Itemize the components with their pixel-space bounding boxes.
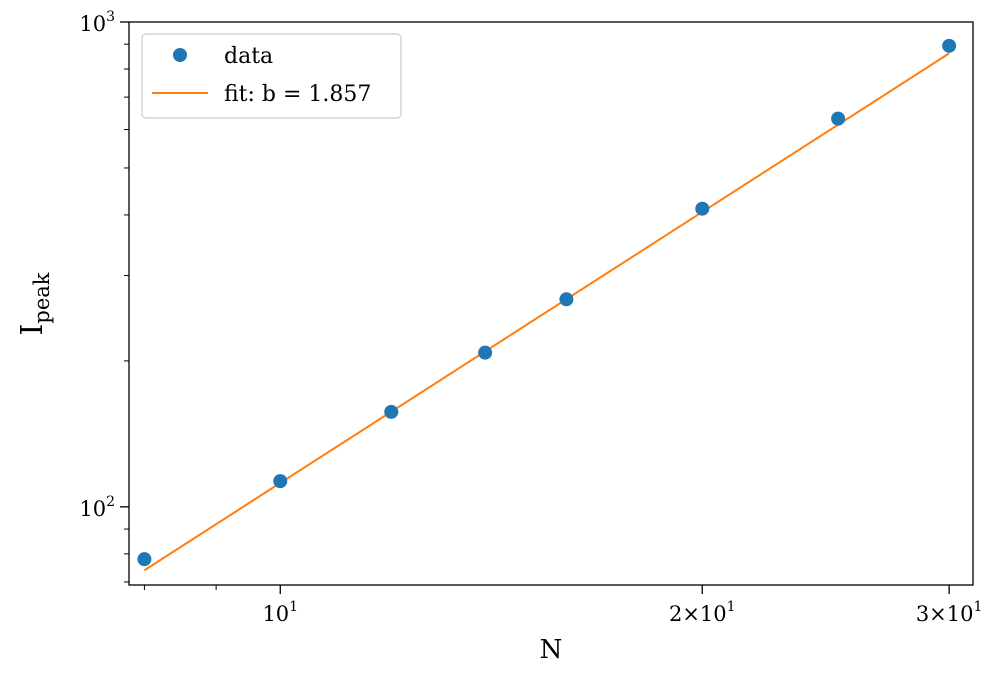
- data-point: [559, 292, 574, 307]
- data-point: [942, 38, 957, 53]
- x-ticks: 101 2×101 3×101: [143, 585, 983, 626]
- legend-frame: [141, 33, 402, 119]
- x-tick-label: 2×101: [669, 599, 736, 626]
- data-point: [695, 201, 710, 216]
- x-tick-label: 3×101: [916, 599, 983, 626]
- y-tick-label: 102: [79, 494, 115, 521]
- y-axis-label-main: I: [15, 324, 50, 336]
- plot-frame: [128, 21, 974, 586]
- x-axis-label: N: [540, 635, 563, 665]
- y-axis-label-subscript: peak: [30, 272, 54, 323]
- legend-label-data: data: [224, 44, 273, 69]
- data-point: [384, 404, 399, 419]
- legend: data fit: b = 1.857: [141, 33, 402, 119]
- legend-marker-data: [173, 48, 187, 62]
- data-point: [478, 345, 493, 360]
- legend-label-fit: fit: b = 1.857: [224, 82, 371, 107]
- y-ticks: 102 103: [79, 9, 129, 583]
- y-tick-label: 103: [79, 9, 115, 36]
- points-layer: [137, 38, 957, 567]
- data-point: [137, 552, 152, 567]
- data-point: [831, 111, 846, 126]
- x-tick-label: 101: [262, 599, 298, 626]
- y-axis-label: Ipeak: [15, 272, 54, 335]
- data-point: [273, 474, 288, 489]
